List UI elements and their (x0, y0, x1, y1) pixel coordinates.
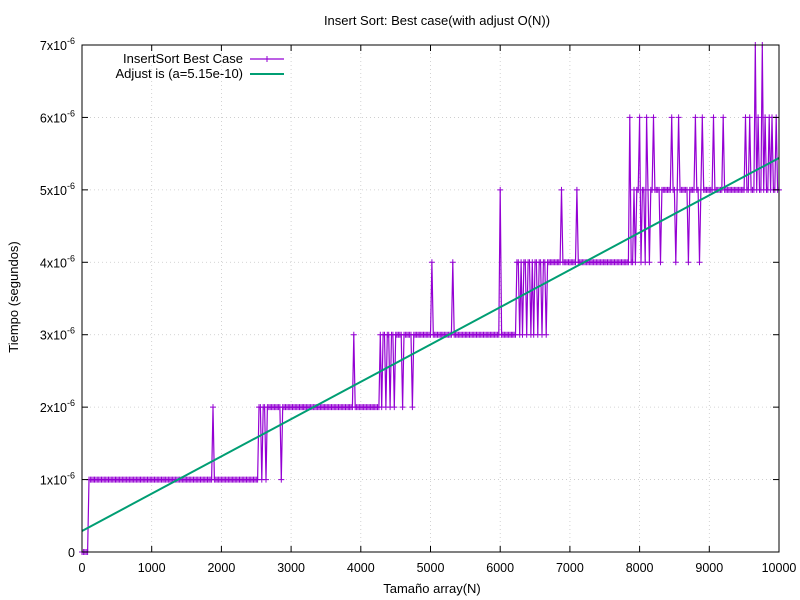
data-point (409, 404, 416, 411)
x-tick-label: 4000 (347, 561, 375, 575)
data-point (210, 404, 216, 411)
data-point (696, 259, 703, 266)
data-point (428, 259, 435, 266)
y-tick-label: 2x10-6 (40, 398, 75, 415)
data-point (755, 114, 762, 121)
chart-title: Insert Sort: Best case(with adjust O(N)) (324, 13, 550, 28)
legend: InsertSort Best Case Adjust is (a=5.15e-… (115, 51, 284, 81)
data-point (391, 404, 398, 411)
series-layer (79, 42, 782, 555)
series-adjust-line (81, 157, 780, 532)
y-tick-label: 3x10-6 (40, 326, 75, 343)
x-tick-label: 6000 (486, 561, 514, 575)
data-point (710, 114, 717, 121)
data-point (699, 114, 706, 121)
ticks: 0 1000 2000 3000 4000 5000 6000 7000 8000 9000 100… (40, 36, 797, 575)
legend-entry-insertsort: InsertSort Best Case (123, 51, 243, 66)
data-point (543, 331, 550, 338)
series-insertsort (79, 42, 782, 555)
x-tick-label: 8000 (626, 561, 654, 575)
data-point (650, 114, 657, 121)
data-point (657, 259, 664, 266)
y-tick-label: 0 (68, 546, 75, 560)
data-point (350, 331, 357, 338)
data-point (643, 114, 650, 121)
data-point (399, 404, 406, 411)
y-tick-label: 6x10-6 (40, 108, 75, 125)
x-axis-label: Tamaño array(N) (383, 581, 481, 596)
data-point (573, 186, 580, 193)
legend-entry-adjust: Adjust is (a=5.15e-10) (115, 66, 243, 81)
data-point (672, 259, 679, 266)
data-point (626, 114, 633, 121)
x-tick-label: 3000 (277, 561, 305, 575)
x-tick-label: 0 (79, 561, 86, 575)
y-tick-label: 4x10-6 (40, 253, 75, 270)
data-point (675, 114, 682, 121)
y-tick-label: 1x10-6 (40, 471, 75, 488)
x-tick-label: 2000 (207, 561, 235, 575)
data-point (685, 259, 692, 266)
legend-sample-marker (264, 56, 270, 62)
x-tick-label: 9000 (695, 561, 723, 575)
data-point (646, 259, 653, 266)
data-point (668, 114, 675, 121)
data-point (746, 114, 753, 121)
x-tick-label: 5000 (417, 561, 445, 575)
x-tick-label: 10000 (762, 561, 797, 575)
data-point (449, 259, 456, 266)
data-point (278, 476, 285, 483)
y-tick-label: 7x10-6 (40, 36, 75, 53)
data-point (636, 114, 643, 121)
y-tick-label: 5x10-6 (40, 181, 75, 198)
data-point (692, 114, 699, 121)
data-point (632, 259, 639, 266)
data-point (263, 476, 269, 483)
data-point (720, 114, 727, 121)
data-point (558, 186, 565, 193)
y-axis-label: Tiempo (segundos) (6, 241, 21, 353)
x-tick-label: 7000 (556, 561, 584, 575)
legend-sample-insertsort (250, 56, 284, 62)
x-tick-label: 1000 (138, 561, 166, 575)
data-point (497, 186, 504, 193)
